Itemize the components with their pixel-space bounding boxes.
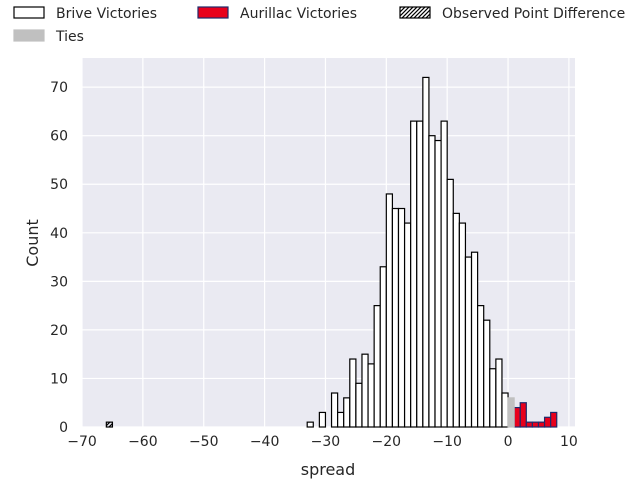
bar-brive-victories (306, 421, 314, 428)
legend-label: Brive Victories (56, 6, 157, 22)
histogram-bars (105, 76, 558, 428)
bar-brive-victories (477, 305, 485, 428)
x-tick-label: −60 (128, 434, 158, 450)
bar-brive-victories (470, 251, 479, 428)
y-tick-label: 0 (59, 420, 68, 436)
y-tick-label: 10 (50, 371, 68, 387)
bar-brive-victories (318, 411, 327, 428)
legend-swatch (197, 6, 229, 19)
x-tick-label: −30 (311, 434, 341, 450)
bar-brive-victories (434, 139, 442, 428)
x-axis-ticks: −70 −60 −50 −40 −30 −20 −10 0 10 (67, 434, 578, 450)
bar-aurillac-victories (513, 406, 521, 428)
bar-brive-victories (330, 392, 339, 428)
bar-brive-victories (403, 222, 412, 428)
x-tick-label: −20 (372, 434, 402, 450)
bar-brive-victories (489, 368, 497, 428)
bar-brive-victories (379, 266, 387, 428)
legend-label: Ties (55, 29, 84, 45)
bar-observed-point-difference (105, 421, 114, 428)
bar-brive-victories (410, 120, 418, 428)
legend-label: Observed Point Difference (442, 6, 625, 22)
bar-brive-victories (440, 120, 448, 428)
bar-brive-victories (361, 353, 369, 428)
bar-aurillac-victories (519, 402, 527, 428)
x-tick-label: −70 (67, 434, 97, 450)
bar-aurillac-victories (550, 411, 558, 428)
x-axis-label: spread (301, 460, 356, 479)
x-tick-label: −50 (189, 434, 219, 450)
bar-brive-victories (446, 178, 454, 428)
y-tick-label: 50 (50, 177, 68, 193)
bar-brive-victories (452, 212, 460, 428)
bar-aurillac-victories (531, 421, 540, 428)
x-tick-label: −40 (250, 434, 280, 450)
bar-ties (507, 397, 515, 428)
bar-aurillac-victories (537, 421, 546, 428)
bar-brive-victories (416, 120, 424, 428)
bar-brive-victories (373, 305, 381, 428)
x-tick-label: −10 (432, 434, 462, 450)
legend-swatch (399, 6, 431, 19)
y-tick-label: 40 (50, 226, 68, 242)
y-axis-label: Count (23, 219, 42, 267)
legend-label: Aurillac Victories (240, 6, 357, 22)
y-tick-label: 60 (50, 129, 68, 145)
bar-brive-victories (458, 222, 467, 428)
bar-brive-victories (349, 358, 357, 428)
bar-brive-victories (391, 207, 400, 428)
bar-brive-victories (367, 363, 375, 428)
y-axis-ticks: 0 10 20 30 40 50 60 70 (50, 80, 68, 436)
bar-brive-victories (483, 319, 491, 428)
bar-brive-victories (343, 397, 351, 428)
bar-aurillac-victories (525, 421, 533, 428)
bar-brive-victories (422, 76, 430, 428)
bar-brive-victories (337, 411, 345, 428)
bar-brive-victories (428, 135, 436, 428)
y-tick-label: 20 (50, 323, 68, 339)
bar-brive-victories (495, 358, 503, 428)
bar-brive-victories (464, 256, 473, 428)
y-tick-label: 30 (50, 274, 68, 290)
x-tick-label: 0 (504, 434, 513, 450)
x-tick-label: 10 (560, 434, 578, 450)
bar-brive-victories (501, 392, 509, 428)
bar-brive-victories (355, 382, 363, 428)
legend-swatch (13, 29, 45, 42)
legend-swatch (13, 6, 45, 19)
legend: Brive Victories Aurillac Victories Observe… (13, 6, 625, 45)
bar-brive-victories (385, 193, 394, 428)
bar-aurillac-victories (543, 416, 552, 428)
y-tick-label: 70 (50, 80, 68, 96)
plot-area (82, 58, 575, 427)
bar-brive-victories (397, 207, 406, 428)
